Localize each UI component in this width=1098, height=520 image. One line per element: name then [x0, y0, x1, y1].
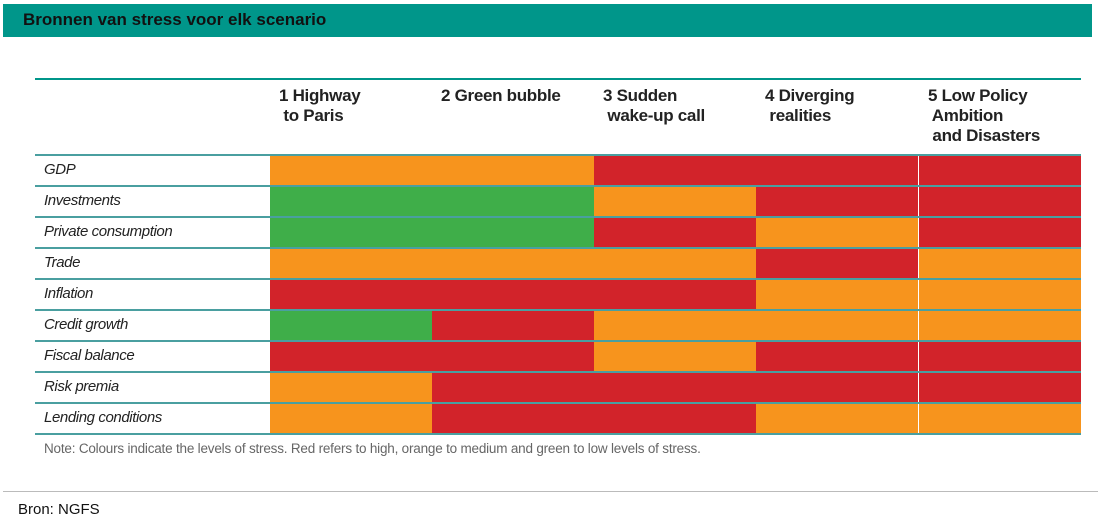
- cell-credit-growth-scenario-3: [594, 310, 756, 341]
- cell-private-consumption-scenario-3: [594, 217, 756, 248]
- row-label: Risk premia: [44, 378, 119, 395]
- row-divider: [35, 309, 1081, 311]
- cell-credit-growth-scenario-2: [432, 310, 594, 341]
- cell-gdp-scenario-2: [432, 155, 594, 186]
- row-divider: [35, 154, 1081, 156]
- title-bar: Bronnen van stress voor elk scenario: [3, 4, 1092, 37]
- source-label: Bron: NGFS: [18, 501, 100, 518]
- row-divider: [35, 433, 1081, 435]
- cell-inflation-scenario-4: [756, 279, 918, 310]
- cell-lending-conditions-scenario-2: [432, 403, 594, 434]
- cell-gdp-scenario-1: [270, 155, 432, 186]
- cell-risk-premia-scenario-1: [270, 372, 432, 403]
- cell-trade-scenario-3: [594, 248, 756, 279]
- cell-lending-conditions-scenario-3: [594, 403, 756, 434]
- row-label: Private consumption: [44, 223, 173, 240]
- cell-investments-scenario-2: [432, 186, 594, 217]
- cell-gdp-scenario-5: [919, 155, 1081, 186]
- cell-risk-premia-scenario-5: [919, 372, 1081, 403]
- column-header-3: 3 Sudden wake-up call: [603, 86, 705, 125]
- footer-divider: [3, 491, 1098, 492]
- cell-private-consumption-scenario-1: [270, 217, 432, 248]
- cell-fiscal-balance-scenario-5: [919, 341, 1081, 372]
- cell-trade-scenario-2: [432, 248, 594, 279]
- cell-fiscal-balance-scenario-4: [756, 341, 918, 372]
- cell-lending-conditions-scenario-1: [270, 403, 432, 434]
- cell-inflation-scenario-1: [270, 279, 432, 310]
- row-label: Lending conditions: [44, 409, 162, 426]
- cell-trade-scenario-5: [919, 248, 1081, 279]
- row-label: Fiscal balance: [44, 347, 135, 364]
- cell-gdp-scenario-3: [594, 155, 756, 186]
- row-divider: [35, 371, 1081, 373]
- cell-private-consumption-scenario-5: [919, 217, 1081, 248]
- row-label: Investments: [44, 192, 121, 209]
- cell-investments-scenario-4: [756, 186, 918, 217]
- cell-credit-growth-scenario-4: [756, 310, 918, 341]
- row-divider: [35, 340, 1081, 342]
- column-header-5: 5 Low Policy Ambition and Disasters: [928, 86, 1041, 145]
- cell-investments-scenario-1: [270, 186, 432, 217]
- column-header-4: 4 Diverging realities: [765, 86, 855, 125]
- table-top-rule: [35, 78, 1081, 80]
- cell-risk-premia-scenario-3: [594, 372, 756, 403]
- cell-private-consumption-scenario-4: [756, 217, 918, 248]
- cell-fiscal-balance-scenario-2: [432, 341, 594, 372]
- cell-risk-premia-scenario-2: [432, 372, 594, 403]
- cell-credit-growth-scenario-5: [919, 310, 1081, 341]
- row-label: Trade: [44, 254, 81, 271]
- cell-fiscal-balance-scenario-1: [270, 341, 432, 372]
- cell-credit-growth-scenario-1: [270, 310, 432, 341]
- cell-inflation-scenario-2: [432, 279, 594, 310]
- cell-inflation-scenario-5: [919, 279, 1081, 310]
- cell-lending-conditions-scenario-5: [919, 403, 1081, 434]
- chart-title: Bronnen van stress voor elk scenario: [23, 10, 327, 29]
- cell-trade-scenario-1: [270, 248, 432, 279]
- row-divider: [35, 247, 1081, 249]
- row-divider: [35, 216, 1081, 218]
- cell-gdp-scenario-4: [756, 155, 918, 186]
- cell-risk-premia-scenario-4: [756, 372, 918, 403]
- row-divider: [35, 278, 1081, 280]
- chart-note: Note: Colours indicate the levels of str…: [44, 441, 701, 456]
- cell-lending-conditions-scenario-4: [756, 403, 918, 434]
- column-header-1: 1 Highway to Paris: [279, 86, 361, 125]
- cell-investments-scenario-3: [594, 186, 756, 217]
- row-divider: [35, 402, 1081, 404]
- row-label: GDP: [44, 161, 76, 178]
- cell-fiscal-balance-scenario-3: [594, 341, 756, 372]
- cell-private-consumption-scenario-2: [432, 217, 594, 248]
- column-header-2: 2 Green bubble: [441, 86, 561, 105]
- row-label: Inflation: [44, 285, 93, 302]
- cell-investments-scenario-5: [919, 186, 1081, 217]
- row-label: Credit growth: [44, 316, 129, 333]
- cell-trade-scenario-4: [756, 248, 918, 279]
- row-divider: [35, 185, 1081, 187]
- cell-inflation-scenario-3: [594, 279, 756, 310]
